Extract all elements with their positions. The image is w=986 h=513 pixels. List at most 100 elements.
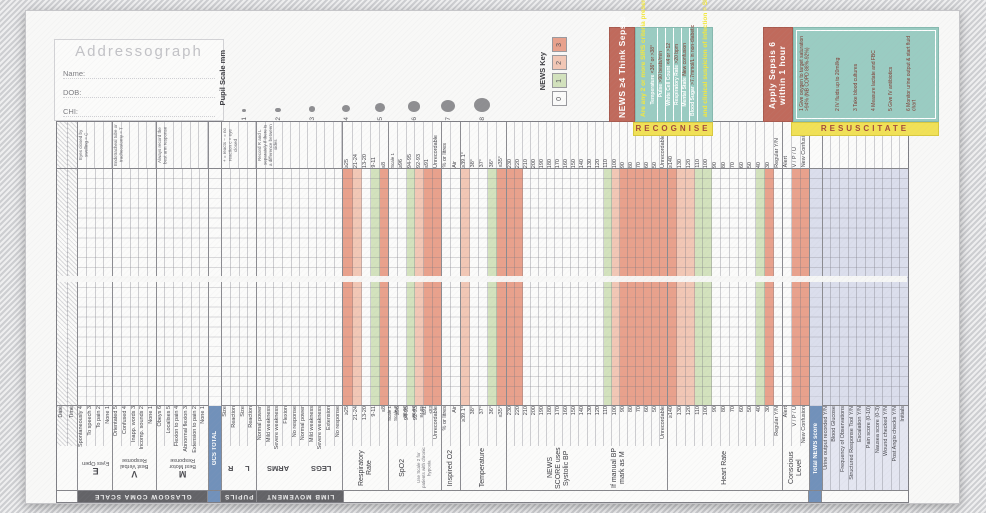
sirs-criterion-text: White Cell Count <4 or >12 [666, 43, 672, 106]
scale1-label: 94-95 [404, 406, 411, 421]
top-value-label: 80 [721, 161, 728, 168]
bottom-cell: Blood Glucose [831, 406, 841, 490]
bottom-strip-gcs-e: Spontaneously 4 To speech 3 To pain 2 None … [78, 405, 113, 447]
grid-column [334, 168, 343, 406]
bottom-cell: Unrecordable [433, 406, 441, 446]
top-value-label: ≤35° [497, 156, 504, 168]
top-cell [67, 122, 78, 168]
news-key-number: 1 [556, 78, 563, 83]
sirs-criterion-value: <36° or >38° [649, 44, 656, 73]
bottom-cell: To speech 3 [87, 406, 96, 446]
bottom-cell: Confused 4 [122, 406, 131, 446]
part-label-l: L [239, 464, 256, 473]
grid-column [451, 168, 460, 406]
value-label: Confused 4 [121, 406, 128, 435]
news-key-number: 0 [556, 96, 563, 101]
top-cell: 70 [730, 122, 739, 168]
value-label: Inapp. words 3 [130, 406, 137, 443]
pupil-size-2: 2 [261, 35, 295, 121]
top-cell: 40 [756, 122, 765, 168]
grid-column [67, 168, 78, 406]
sirs-criterion-value: New confusion [681, 42, 688, 76]
top-cell: 37° [479, 122, 489, 168]
top-cell [892, 122, 901, 168]
top-cell [866, 122, 875, 168]
top-cell [230, 122, 240, 168]
label-strip-bp: NEWS SCORE uses Systolic BP If manual BP … [507, 446, 667, 490]
section-label-resp: Respiratory Rate [357, 450, 373, 486]
dual-scale-labels: ≤91 ≤83 [422, 406, 434, 415]
grid-column [308, 168, 318, 406]
bottom-cell: 110 [695, 406, 704, 447]
bottom-strip-gcs-m: Obeys 6 Localises 5 Flexion to pain 4 Abnor… [156, 405, 208, 453]
section-pupils: + = reacts − = no reaction c = eye close… [221, 122, 258, 490]
top-value-label: 80 [627, 161, 634, 168]
sepsis-six-list: 1 Give oxygen to target saturation >94% … [796, 30, 936, 119]
sirs-criterion-text: Mental State New confusion [681, 42, 688, 107]
top-cell: Air [451, 122, 460, 168]
gcs-label-gcs-v: V Best Verbal Response [113, 446, 156, 490]
part-label-arms: ARMS [257, 464, 300, 473]
value-label: 180 [546, 406, 553, 416]
section-label-temp: Temperature [479, 448, 487, 488]
top-strip-gcs-e: Eyes closed by swelling = C [78, 122, 113, 169]
bottom-cell: Normal power [257, 406, 266, 447]
bottom-cell: Severe weakness [317, 406, 327, 450]
top-cell [831, 122, 841, 168]
grid-column [460, 168, 470, 406]
top-cell: 170 [555, 122, 564, 168]
note-text: Eyes closed by swelling = C [78, 129, 89, 160]
value-label: Post Angio checks Y/N [891, 406, 898, 462]
top-cell [222, 122, 231, 168]
value-label: ≥140 [668, 406, 675, 419]
top-cell: 120 [686, 122, 695, 168]
top-cell: 9-11 [371, 122, 381, 168]
top-strip-conscious: Alert V / P / U New Confusion [782, 122, 809, 169]
top-cell: 70 [636, 122, 645, 168]
label-strip-spo2: SpO2 Use Scale 2 for patients with chroni… [389, 446, 440, 490]
section-gcs-e: Eyes closed by swelling = C Spontaneously… [78, 122, 114, 490]
top-cell [147, 122, 156, 168]
top-cell [857, 122, 866, 168]
top-cell [291, 122, 300, 168]
value-label: Size [239, 406, 246, 418]
top-cell: Scale 1 [389, 122, 399, 168]
grid-column [891, 168, 901, 406]
top-cell [317, 122, 326, 168]
bottom-cell: New Confusion [801, 406, 809, 446]
bottom-cell: 70 [730, 406, 739, 447]
grid-column [563, 168, 572, 406]
value-label: 38° [470, 406, 477, 415]
top-value-label: 120 [595, 158, 602, 168]
bottom-cell: Spontaneously 4 [78, 406, 87, 447]
value-label: Orientated 5 [113, 406, 120, 437]
grid-column [514, 168, 523, 406]
sepsis-six-item-4: 4 Measure lactate and FBC [870, 50, 877, 111]
grid-column [230, 168, 240, 406]
top-value-label: 110 [694, 158, 701, 168]
bottom-cell: % or litres [442, 406, 452, 447]
sirs-criterion-label: Pulse [657, 82, 664, 98]
value-label: 37° [479, 406, 486, 415]
value-label: 110 [603, 406, 610, 416]
top-cell: Unrecordable [433, 122, 441, 168]
bottom-cell: 21-24 [353, 406, 362, 446]
top-value-label: Air [451, 161, 458, 168]
section-label-conscious: Conscious Level [787, 451, 803, 485]
grid-column [291, 168, 301, 406]
bottom-cell: Flexion [283, 406, 292, 447]
value-label: Regular Y/N [773, 406, 780, 437]
bottom-cell: 60 [739, 406, 748, 447]
top-cell [78, 122, 87, 168]
value-label: 120 [685, 406, 692, 416]
grid-column [522, 168, 531, 406]
body-conscious [782, 168, 809, 406]
value-label: 120 [595, 406, 602, 416]
bottom-cell: 100 [703, 406, 713, 447]
value-label: Mild weakness [308, 406, 315, 443]
top-value-label: 120 [685, 158, 692, 168]
grid-column [317, 168, 327, 406]
grid-column [530, 168, 540, 406]
top-cell: ≤8 [380, 122, 388, 168]
top-value-label: 90 [619, 161, 626, 168]
